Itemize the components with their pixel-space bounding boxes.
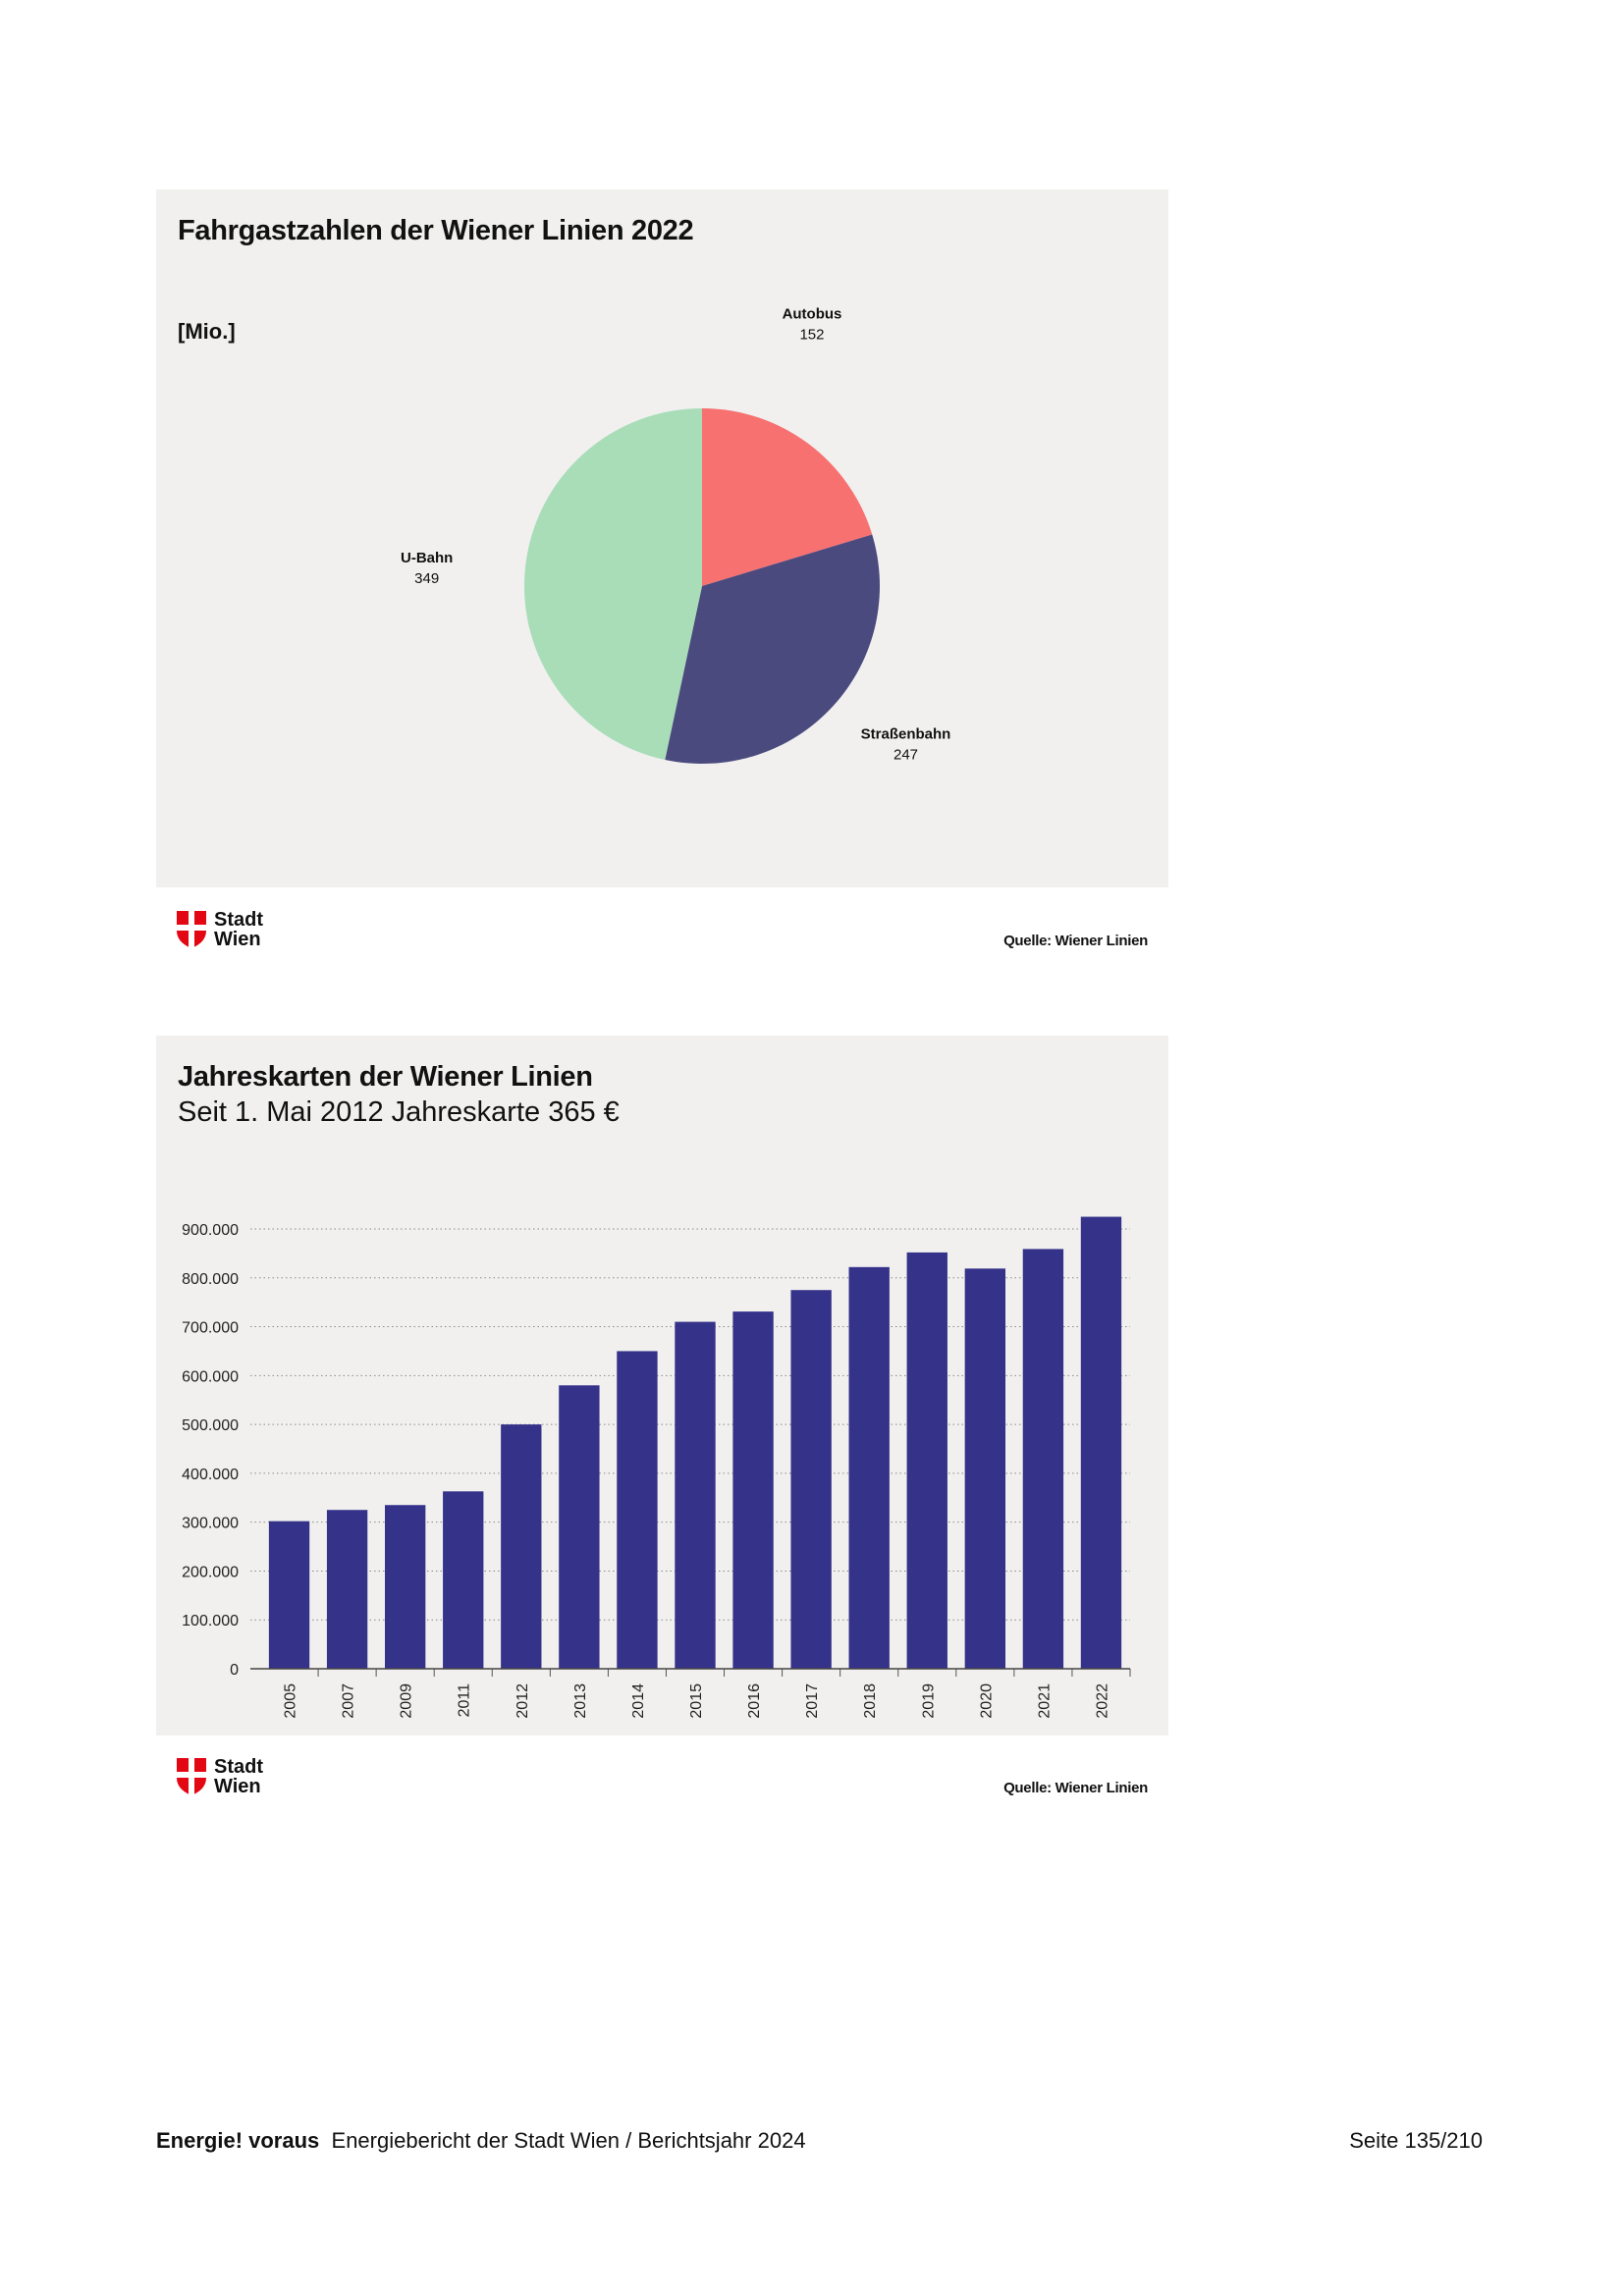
pie-label-u-bahn: U-Bahn [401,550,453,566]
x-tick-label: 2015 [688,1683,705,1719]
x-tick-label: 2009 [399,1683,415,1719]
bar-2011 [443,1491,484,1669]
pie-value-autobus: 152 [799,327,824,344]
logo-line-1: Stadt [214,909,263,931]
x-tick-label: 2012 [514,1683,531,1719]
bar-2021 [1022,1249,1064,1669]
bar-chart: 0 100.000 200.000 300.000 400.000 500.000 600.… [182,1216,1131,1719]
footer-left: Energie! voraus Energiebericht der Stadt… [156,2128,806,2154]
bar-chart-subtitle: Seit 1. Mai 2012 Jahreskarte 365 € [178,1096,620,1128]
y-tick-label: 400.000 [182,1467,239,1483]
bar-chart-panel: Jahreskarten der Wiener Linien Seit 1. M… [156,1036,1168,1735]
x-tick-label: 2005 [283,1683,299,1719]
bar-2015 [675,1321,716,1669]
stadt-wien-logo-2: Stadt Wien [177,1757,263,1796]
logo-line-1: Stadt [214,1756,263,1778]
x-tick-label: 2014 [630,1683,647,1719]
pie-slice-straßenbahn [665,534,880,765]
pie-chart-panel: Fahrgastzahlen der Wiener Linien 2022 [M… [156,189,1168,887]
y-tick-label: 200.000 [182,1564,239,1580]
logo-text: Stadt Wien [214,910,263,949]
y-tick-label: 100.000 [182,1613,239,1629]
pie-slice-autobus [702,408,873,586]
x-tick-label: 2016 [746,1683,763,1719]
pie-slice-u-bahn [523,408,702,761]
x-tick-label: 2021 [1036,1683,1053,1719]
bar-2016 [732,1311,774,1669]
bar-2013 [559,1385,600,1669]
pie-value-u-bahn: 349 [414,570,439,587]
logo-line-2: Wien [214,929,261,950]
pie-chart: Autobus 152 Straßenbahn 247 U-Bahn 349 [401,306,951,765]
y-tick-label: 0 [230,1662,239,1679]
bar-2017 [790,1290,832,1669]
bar-chart-title: Jahreskarten der Wiener Linien [178,1061,593,1093]
pie-value-straßenbahn: 247 [893,746,918,763]
y-tick-label: 600.000 [182,1368,239,1385]
footer-text: Energiebericht der Stadt Wien / Berichts… [331,2128,806,2153]
y-tick-label: 500.000 [182,1417,239,1434]
logo-text: Stadt Wien [214,1757,263,1796]
pie-label-straßenbahn: Straßenbahn [861,725,951,742]
logo-line-2: Wien [214,1776,261,1797]
x-tick-label: 2018 [862,1683,879,1719]
pie-chart-source: Quelle: Wiener Linien [1003,933,1148,949]
bar-2022 [1080,1216,1122,1669]
bar-2018 [848,1266,890,1669]
bar-2020 [964,1268,1006,1669]
footer-brand: Energie! voraus [156,2128,320,2153]
pie-chart-title: Fahrgastzahlen der Wiener Linien 2022 [178,215,694,246]
bar-2009 [384,1505,426,1669]
x-tick-label: 2013 [572,1683,589,1719]
x-tick-label: 2019 [920,1683,937,1719]
vienna-shield-icon [177,911,206,948]
pie-label-autobus: Autobus [783,306,842,323]
bar-2014 [617,1351,658,1669]
x-tick-label: 2017 [804,1683,821,1719]
bar-2019 [906,1252,947,1669]
bar-chart-source: Quelle: Wiener Linien [1003,1780,1148,1796]
bar-2007 [326,1510,368,1669]
y-tick-label: 700.000 [182,1320,239,1337]
y-tick-label: 300.000 [182,1516,239,1532]
bar-2012 [501,1424,542,1669]
bar-2005 [268,1521,310,1669]
x-tick-label: 2011 [457,1683,473,1718]
x-tick-label: 2022 [1094,1683,1110,1719]
x-tick-label: 2020 [978,1683,995,1719]
footer-page-number: Seite 135/210 [1349,2128,1483,2153]
vienna-shield-icon [177,1758,206,1795]
pie-chart-unit: [Mio.] [178,319,236,344]
x-tick-label: 2007 [341,1683,357,1719]
y-tick-label: 800.000 [182,1271,239,1288]
y-tick-label: 900.000 [182,1222,239,1239]
stadt-wien-logo: Stadt Wien [177,910,263,949]
